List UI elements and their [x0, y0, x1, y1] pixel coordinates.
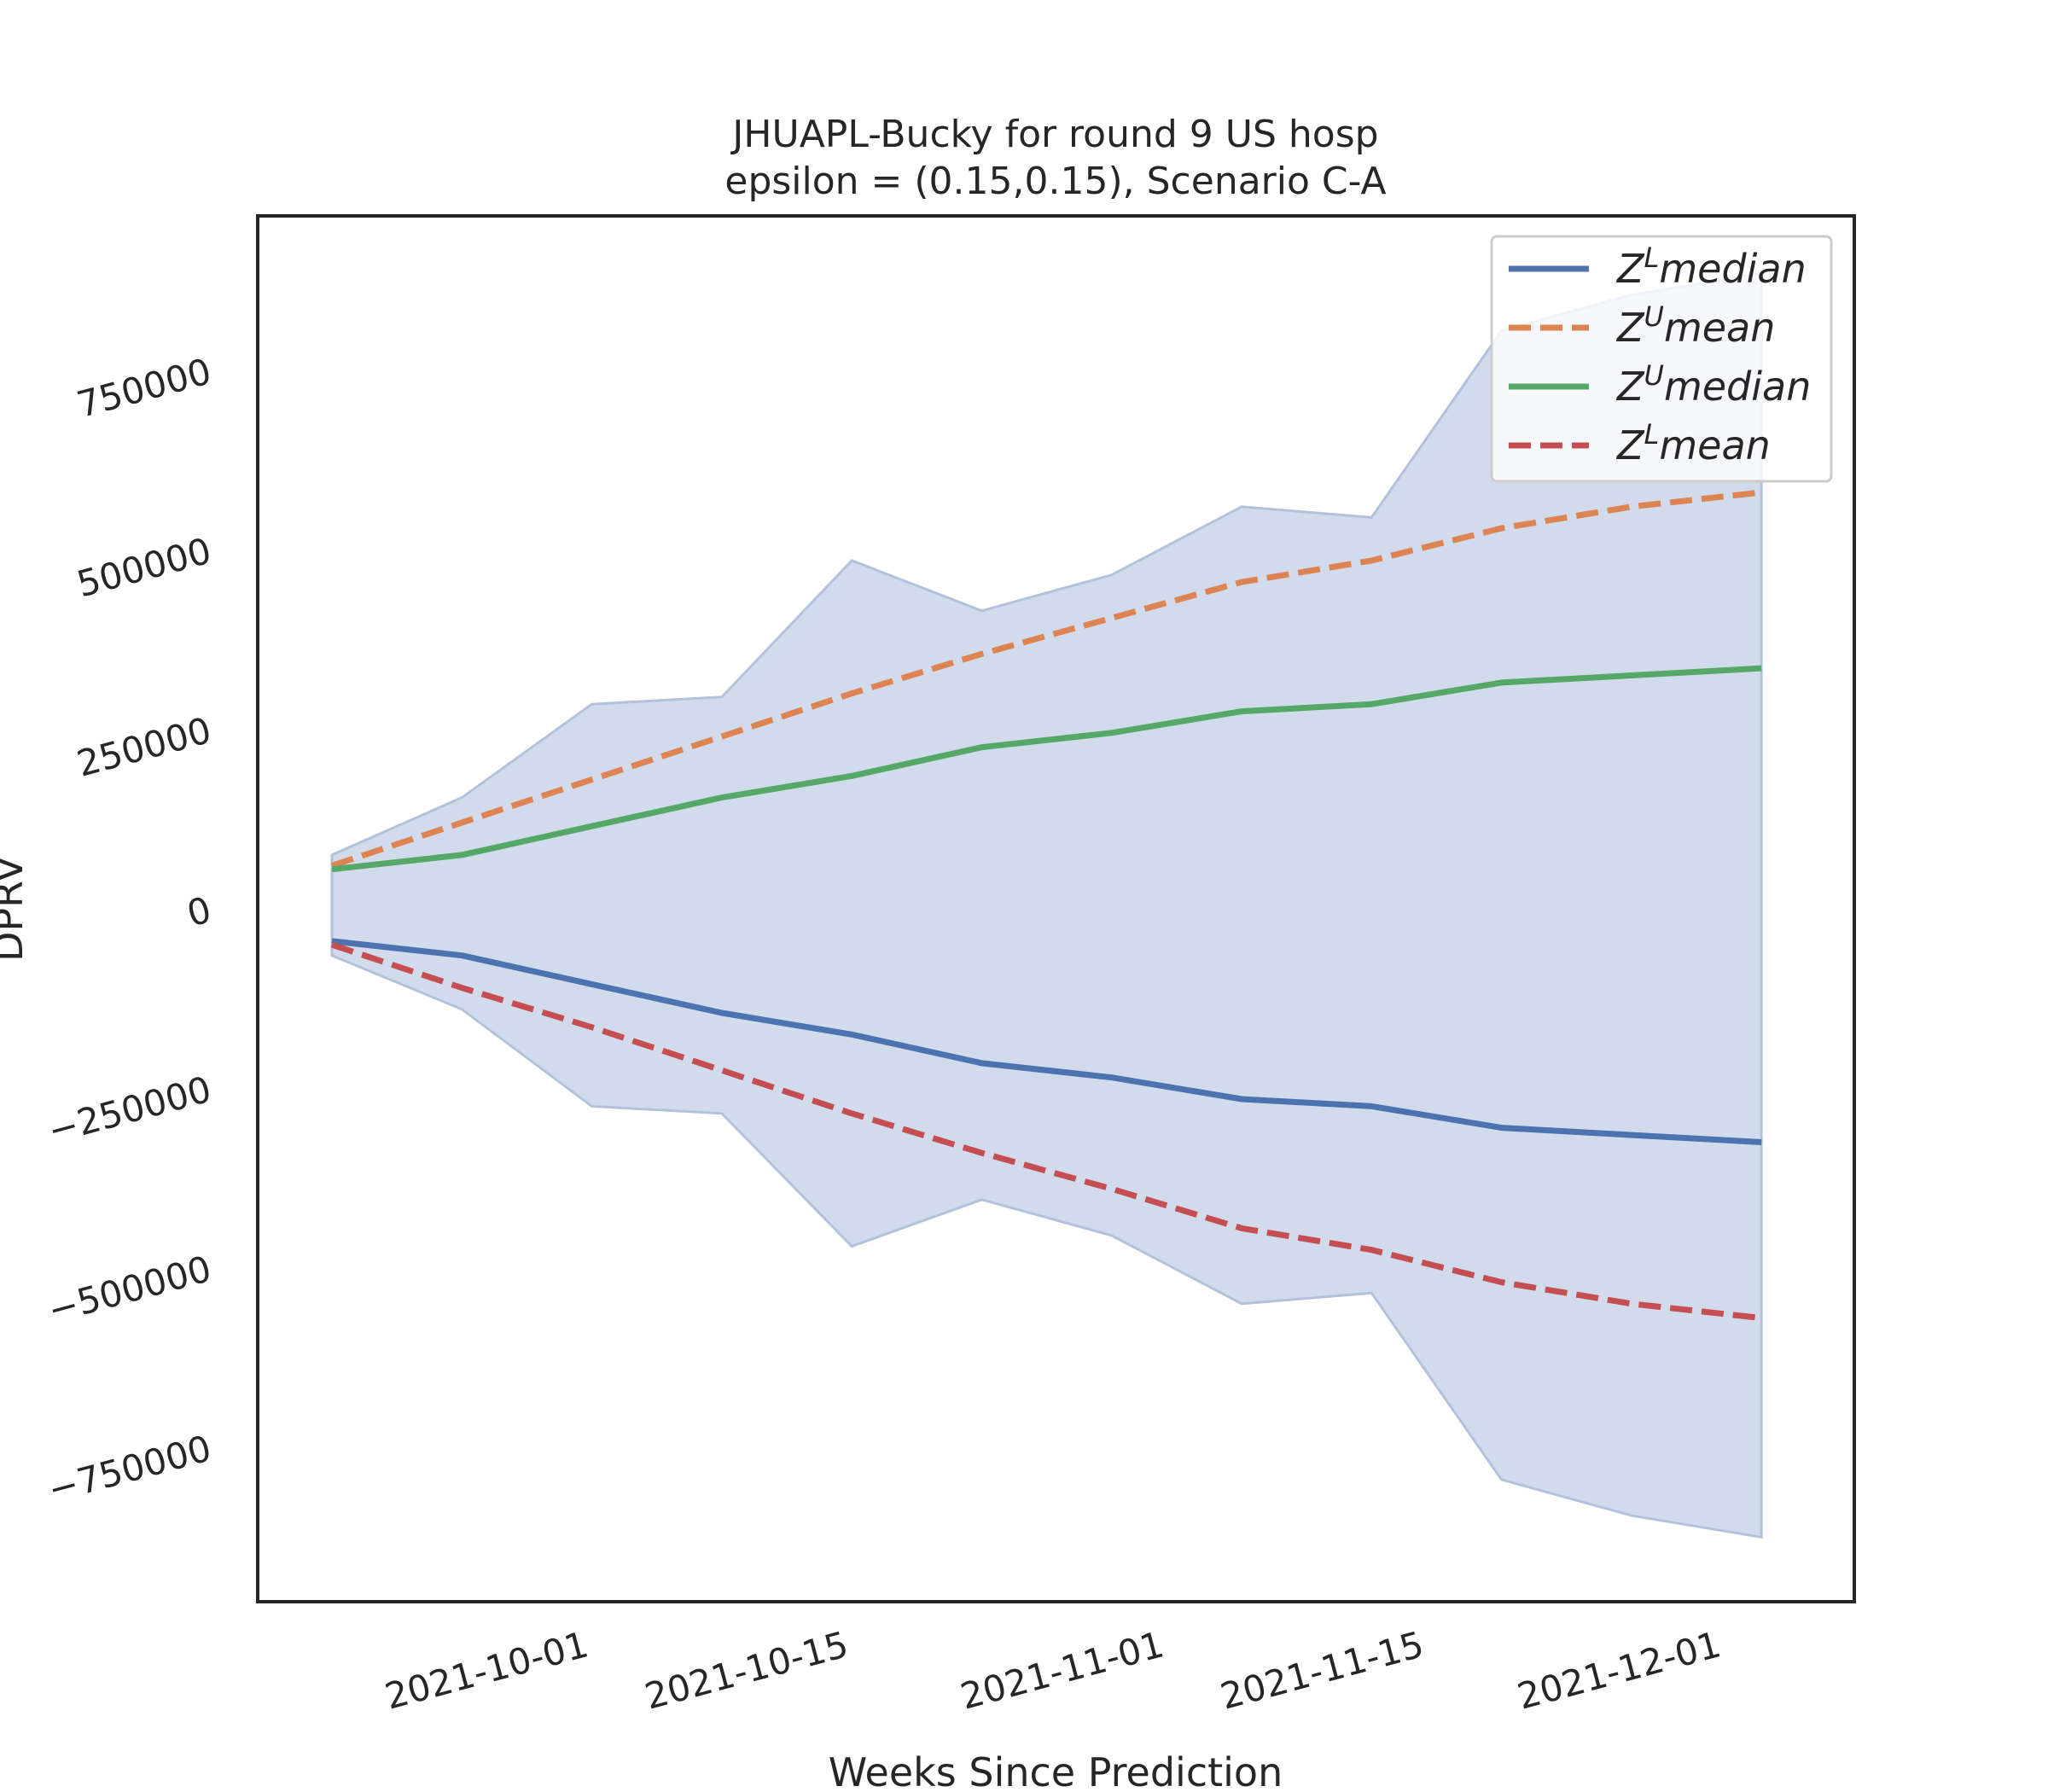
x-tick-label: 2021-12-01: [1513, 1623, 1725, 1718]
y-axis-label: DPRV: [0, 855, 32, 962]
legend-label: ZUmean: [1615, 300, 1775, 351]
y-axis-ticks: 750000 500000 250000 0 −250000 −500000 −750000: [44, 350, 216, 1510]
x-axis-label: Weeks Since Prediction: [829, 1749, 1283, 1792]
series-line-z-l-mean: [330, 941, 1762, 1322]
x-axis-ticks: 2021-10-01 2021-10-15 2021-11-01 2021-11-15…: [381, 1623, 1725, 1718]
series-line-z-u-median: [331, 665, 1762, 873]
legend-label: ZLmedian: [1615, 241, 1807, 292]
y-tick-label: −750000: [44, 1427, 216, 1510]
legend-box: [1490, 235, 1833, 483]
x-tick-label: 2021-10-01: [381, 1623, 592, 1718]
x-tick-label: 2021-11-15: [1216, 1623, 1428, 1718]
y-tick-label: 250000: [73, 709, 216, 785]
y-tick-label: −250000: [44, 1068, 216, 1152]
chart-title-line1: JHUAPL-Bucky for round 9 US hosp: [730, 113, 1378, 156]
chart-title-line2: epsilon = (0.15,0.15), Scenario C-A: [724, 160, 1386, 203]
uncertainty-band: [330, 271, 1763, 1539]
y-tick-label: 500000: [73, 530, 216, 606]
legend-label: ZUmedian: [1615, 359, 1811, 410]
plot-frame: [256, 214, 1856, 1603]
y-tick-label: 750000: [73, 350, 216, 426]
plot-area: [330, 271, 1763, 1539]
legend: ZLmedian ZUmean ZUmedian ZLmean: [1490, 235, 1833, 483]
y-tick-label: −500000: [44, 1248, 216, 1331]
series-line-z-u-mean: [330, 489, 1762, 869]
series-line-z-l-median: [331, 938, 1762, 1145]
legend-label: ZLmean: [1615, 418, 1771, 468]
y-tick-label: 0: [183, 888, 216, 934]
x-tick-label: 2021-11-01: [956, 1623, 1167, 1718]
x-tick-label: 2021-10-15: [641, 1623, 852, 1718]
